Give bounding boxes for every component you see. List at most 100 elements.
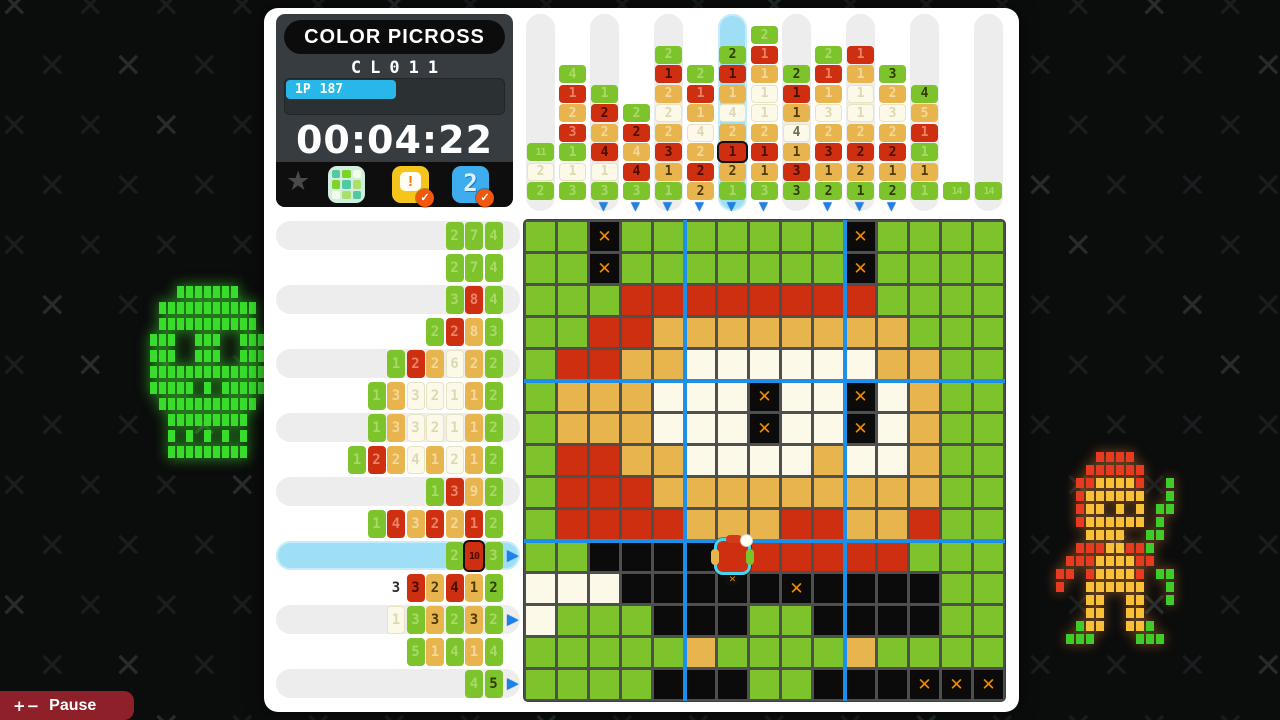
grid-cell[interactable] bbox=[846, 606, 875, 635]
grid-cell[interactable] bbox=[654, 222, 683, 251]
grid-cell[interactable] bbox=[878, 222, 907, 251]
grid-cell[interactable] bbox=[974, 254, 1003, 283]
grid-cell[interactable]: ✕ bbox=[846, 222, 875, 251]
grid-cell[interactable] bbox=[590, 318, 619, 347]
grid-cell[interactable] bbox=[558, 318, 587, 347]
grid-cell[interactable] bbox=[942, 542, 971, 571]
grid-cell[interactable] bbox=[590, 574, 619, 603]
grid-cell[interactable] bbox=[878, 542, 907, 571]
grid-cell[interactable] bbox=[718, 350, 747, 379]
grid-cell[interactable] bbox=[846, 446, 875, 475]
grid-cell[interactable] bbox=[910, 222, 939, 251]
grid-cell[interactable] bbox=[814, 318, 843, 347]
grid-cell[interactable] bbox=[718, 382, 747, 411]
grid-cell[interactable] bbox=[846, 574, 875, 603]
grid-cell[interactable] bbox=[750, 510, 779, 539]
grid-cell[interactable] bbox=[590, 670, 619, 699]
grid-cell[interactable] bbox=[910, 318, 939, 347]
grid-cell[interactable] bbox=[526, 350, 555, 379]
grid-cell[interactable] bbox=[846, 286, 875, 315]
grid-cell[interactable] bbox=[622, 638, 651, 667]
grid-cell[interactable] bbox=[558, 606, 587, 635]
grid-cell[interactable] bbox=[782, 670, 811, 699]
grid-cell[interactable] bbox=[942, 606, 971, 635]
grid-cell[interactable] bbox=[974, 318, 1003, 347]
grid-cell[interactable] bbox=[782, 254, 811, 283]
grid-cell[interactable] bbox=[782, 542, 811, 571]
grid-cell[interactable] bbox=[910, 638, 939, 667]
grid-cell[interactable] bbox=[782, 638, 811, 667]
grid-cell[interactable] bbox=[686, 446, 715, 475]
grid-cell[interactable] bbox=[974, 222, 1003, 251]
grid-cell[interactable] bbox=[686, 510, 715, 539]
grid-cell[interactable] bbox=[814, 382, 843, 411]
grid-cell[interactable] bbox=[814, 606, 843, 635]
grid-cell[interactable] bbox=[942, 254, 971, 283]
grid-cell[interactable] bbox=[750, 222, 779, 251]
grid-cell[interactable] bbox=[686, 542, 715, 571]
grid-cell[interactable] bbox=[526, 382, 555, 411]
grid-cell[interactable] bbox=[782, 510, 811, 539]
grid-cell[interactable] bbox=[558, 446, 587, 475]
grid-cell[interactable] bbox=[878, 286, 907, 315]
grid-cell[interactable] bbox=[814, 478, 843, 507]
grid-cell[interactable] bbox=[782, 222, 811, 251]
grid-cell[interactable] bbox=[974, 606, 1003, 635]
grid-cell[interactable] bbox=[654, 318, 683, 347]
grid-cell[interactable] bbox=[878, 254, 907, 283]
grid-cell[interactable] bbox=[590, 638, 619, 667]
grid-cell[interactable] bbox=[654, 478, 683, 507]
grid-cell[interactable] bbox=[718, 510, 747, 539]
grid-cell[interactable] bbox=[814, 414, 843, 443]
grid-cell[interactable] bbox=[942, 318, 971, 347]
grid-cell[interactable] bbox=[910, 542, 939, 571]
grid-cell[interactable] bbox=[814, 350, 843, 379]
grid-cell[interactable] bbox=[590, 446, 619, 475]
grid-cell[interactable] bbox=[622, 670, 651, 699]
grid-cell[interactable] bbox=[622, 414, 651, 443]
grid-cell[interactable]: ✕ bbox=[846, 414, 875, 443]
grid-cell[interactable] bbox=[526, 254, 555, 283]
cursor[interactable]: ✕ bbox=[711, 535, 754, 586]
grid-cell[interactable] bbox=[718, 254, 747, 283]
grid-cell[interactable] bbox=[974, 286, 1003, 315]
grid-cell[interactable] bbox=[686, 286, 715, 315]
grid-cell[interactable] bbox=[878, 318, 907, 347]
pause-button[interactable]: +− Pause bbox=[0, 691, 134, 720]
grid-cell[interactable] bbox=[622, 478, 651, 507]
grid-cell[interactable] bbox=[942, 382, 971, 411]
grid-cell[interactable] bbox=[526, 222, 555, 251]
grid-cell[interactable] bbox=[558, 382, 587, 411]
grid-cell[interactable] bbox=[878, 350, 907, 379]
grid-cell[interactable] bbox=[942, 286, 971, 315]
grid-cell[interactable] bbox=[942, 574, 971, 603]
grid-cell[interactable] bbox=[622, 350, 651, 379]
grid-cell[interactable] bbox=[718, 638, 747, 667]
grid-cell[interactable] bbox=[686, 350, 715, 379]
grid-cell[interactable] bbox=[526, 414, 555, 443]
grid-cell[interactable] bbox=[622, 574, 651, 603]
grid-cell[interactable] bbox=[814, 574, 843, 603]
grid-cell[interactable] bbox=[878, 574, 907, 603]
grid-cell[interactable] bbox=[686, 574, 715, 603]
grid-cell[interactable] bbox=[814, 254, 843, 283]
grid-cell[interactable]: ✕ bbox=[750, 414, 779, 443]
grid-cell[interactable] bbox=[814, 446, 843, 475]
grid-cell[interactable]: ✕ bbox=[590, 254, 619, 283]
grid-cell[interactable] bbox=[718, 606, 747, 635]
grid-cell[interactable] bbox=[942, 638, 971, 667]
grid-cell[interactable] bbox=[654, 350, 683, 379]
grid-cell[interactable] bbox=[558, 670, 587, 699]
grid-cell[interactable] bbox=[846, 542, 875, 571]
grid-cell[interactable] bbox=[846, 350, 875, 379]
grid-cell[interactable]: ✕ bbox=[750, 382, 779, 411]
grid-cell[interactable] bbox=[814, 542, 843, 571]
grid-cell[interactable] bbox=[526, 318, 555, 347]
grid-cell[interactable] bbox=[814, 510, 843, 539]
grid-cell[interactable] bbox=[718, 446, 747, 475]
grid-cell[interactable] bbox=[526, 574, 555, 603]
grid-cell[interactable]: ✕ bbox=[974, 670, 1003, 699]
grid-cell[interactable] bbox=[878, 382, 907, 411]
grid-cell[interactable] bbox=[782, 382, 811, 411]
grid-cell[interactable] bbox=[910, 254, 939, 283]
